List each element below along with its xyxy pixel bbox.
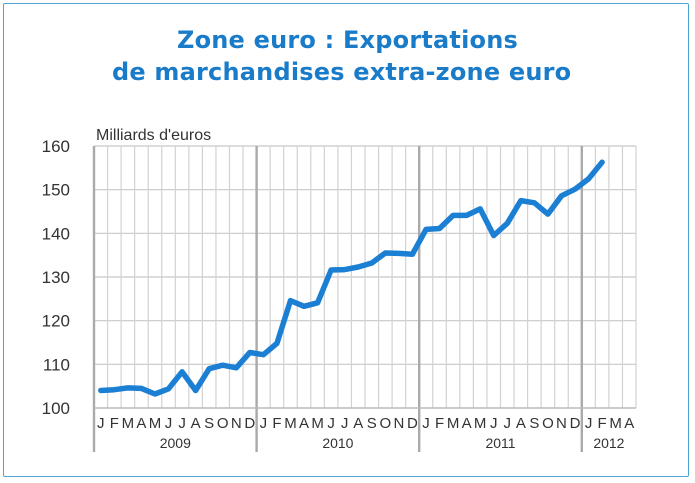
month-label: O bbox=[217, 415, 229, 432]
month-label: J bbox=[422, 415, 430, 432]
month-label: D bbox=[570, 415, 581, 432]
month-label: J bbox=[97, 415, 105, 432]
year-label-2010: 2010 bbox=[322, 435, 353, 451]
month-label: F bbox=[598, 415, 607, 432]
month-label: J bbox=[178, 415, 186, 432]
month-label: J bbox=[327, 415, 335, 432]
series-layer bbox=[98, 159, 605, 397]
month-label: A bbox=[624, 415, 634, 432]
month-label: F bbox=[435, 415, 444, 432]
month-label: A bbox=[191, 415, 201, 432]
month-label: S bbox=[529, 415, 539, 432]
month-label: D bbox=[244, 415, 255, 432]
month-label: J bbox=[490, 415, 498, 432]
y-tick-label-160: 160 bbox=[42, 137, 70, 156]
month-label: A bbox=[353, 415, 363, 432]
month-label: N bbox=[556, 415, 567, 432]
month-label: D bbox=[407, 415, 418, 432]
chart-frame bbox=[3, 3, 689, 477]
month-label: J bbox=[504, 415, 512, 432]
y-tick-label-120: 120 bbox=[42, 312, 70, 331]
year-label-2009: 2009 bbox=[160, 435, 191, 451]
y-axis-label: Milliards d'euros bbox=[96, 127, 211, 144]
y-tick-label-150: 150 bbox=[42, 181, 70, 200]
month-label: O bbox=[379, 415, 391, 432]
month-label: A bbox=[516, 415, 526, 432]
y-tick-labels: 100 110 120 130 140 150 160 bbox=[42, 137, 70, 418]
month-label: M bbox=[474, 415, 487, 432]
month-label: F bbox=[110, 415, 119, 432]
month-label: J bbox=[165, 415, 173, 432]
year-labels: 2009 2010 2011 2012 bbox=[160, 435, 625, 451]
month-label: N bbox=[393, 415, 404, 432]
month-label: A bbox=[299, 415, 309, 432]
month-label: J bbox=[585, 415, 593, 432]
month-label: M bbox=[284, 415, 297, 432]
month-label: M bbox=[609, 415, 622, 432]
y-tick-label-140: 140 bbox=[42, 224, 70, 243]
y-tick-label-100: 100 bbox=[42, 399, 70, 418]
month-label: F bbox=[272, 415, 281, 432]
y-tick-label-130: 130 bbox=[42, 268, 70, 287]
month-label: M bbox=[311, 415, 324, 432]
month-label: O bbox=[542, 415, 554, 432]
series-line-0 bbox=[98, 159, 605, 397]
year-label-2012: 2012 bbox=[593, 435, 624, 451]
month-label: M bbox=[122, 415, 135, 432]
month-label: A bbox=[462, 415, 472, 432]
month-label: J bbox=[260, 415, 268, 432]
year-label-2011: 2011 bbox=[485, 435, 515, 451]
month-label: S bbox=[204, 415, 214, 432]
month-label: J bbox=[341, 415, 349, 432]
y-tick-label-110: 110 bbox=[43, 355, 70, 374]
title-line-1: Zone euro : Exportations bbox=[176, 26, 518, 54]
month-label: S bbox=[367, 415, 377, 432]
title-line-2: de marchandises extra-zone euro bbox=[112, 58, 572, 86]
month-label: M bbox=[149, 415, 162, 432]
grid bbox=[92, 145, 637, 452]
month-label: N bbox=[231, 415, 242, 432]
chart-title: Zone euro : Exportations de marchandises… bbox=[0, 24, 695, 88]
month-label: A bbox=[136, 415, 146, 432]
month-label: M bbox=[447, 415, 460, 432]
